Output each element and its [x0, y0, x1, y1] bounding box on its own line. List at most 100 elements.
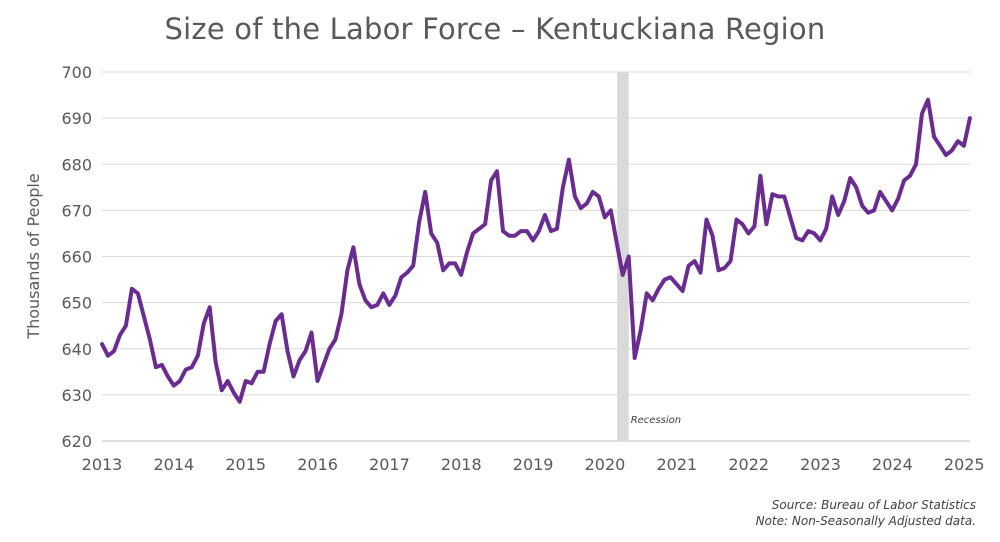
data-point	[698, 271, 703, 275]
data-point	[303, 349, 308, 353]
y-tick-label: 620	[61, 432, 92, 451]
y-tick-label: 640	[61, 340, 92, 359]
data-point	[728, 259, 733, 263]
data-point	[794, 236, 798, 240]
data-point	[615, 241, 619, 245]
x-tick-label: 2023	[800, 455, 841, 474]
data-point	[962, 144, 966, 148]
data-point	[202, 321, 206, 325]
data-point	[549, 229, 553, 233]
x-tick-label: 2013	[82, 455, 123, 474]
y-tick-label: 690	[61, 109, 92, 128]
data-point	[274, 319, 278, 323]
data-point	[429, 231, 433, 235]
data-point	[268, 342, 272, 346]
data-point	[944, 153, 948, 157]
data-point	[250, 381, 254, 385]
data-point	[214, 361, 218, 365]
data-point	[561, 185, 565, 189]
data-point	[657, 287, 661, 291]
x-tick-label: 2014	[153, 455, 194, 474]
data-point	[860, 204, 864, 208]
data-point	[872, 208, 876, 212]
data-point	[190, 365, 194, 369]
x-tick-label: 2021	[656, 455, 697, 474]
data-point	[369, 305, 373, 309]
data-point	[357, 282, 361, 286]
y-tick-label: 660	[61, 248, 92, 267]
data-point	[555, 227, 559, 231]
data-point	[291, 374, 296, 378]
data-point	[351, 245, 355, 249]
data-point	[902, 178, 906, 182]
data-point	[842, 199, 846, 203]
data-point	[315, 379, 320, 383]
data-point	[495, 169, 499, 173]
data-point	[196, 354, 200, 358]
data-point	[447, 261, 451, 265]
data-point	[663, 278, 667, 282]
data-point	[573, 194, 577, 199]
data-point	[675, 282, 679, 286]
data-point	[746, 231, 751, 235]
data-point	[806, 229, 810, 233]
data-point	[220, 388, 224, 392]
data-point	[651, 298, 655, 302]
labor-force-line	[100, 97, 972, 404]
data-point	[681, 289, 685, 293]
data-point	[226, 379, 230, 383]
data-point	[932, 135, 936, 139]
y-tick-label: 700	[61, 63, 92, 82]
data-point	[758, 174, 763, 178]
data-point	[866, 211, 870, 215]
data-point	[908, 174, 912, 178]
y-tick-label: 630	[61, 386, 92, 405]
data-point	[100, 342, 104, 346]
recession-band	[617, 72, 629, 441]
data-point	[327, 347, 331, 351]
data-point	[160, 363, 164, 367]
data-point	[800, 238, 804, 242]
data-point	[734, 218, 739, 222]
data-point	[333, 337, 337, 342]
data-point	[280, 312, 284, 316]
x-tick-label: 2016	[297, 455, 338, 474]
data-point	[507, 234, 511, 238]
data-point	[764, 222, 769, 226]
data-point	[208, 305, 212, 309]
recession-label: Recession	[631, 415, 681, 426]
data-point	[345, 268, 349, 272]
data-point	[465, 250, 469, 254]
data-point	[812, 231, 816, 235]
x-tick-label: 2015	[225, 455, 266, 474]
data-point	[124, 324, 128, 328]
data-point	[423, 190, 427, 194]
data-point	[609, 208, 613, 212]
x-tick-labels: 2013 2014 2015 2016 2017 2018 2019 2020 2021 2022…	[82, 455, 985, 474]
data-point	[722, 266, 727, 270]
data-point	[285, 349, 290, 353]
y-tick-label: 650	[61, 294, 92, 313]
y-tick-label: 680	[61, 155, 92, 174]
data-point	[585, 201, 589, 206]
data-point	[818, 238, 822, 242]
data-point	[884, 199, 888, 203]
data-point	[537, 229, 541, 233]
data-point	[154, 365, 158, 369]
data-point	[244, 379, 248, 383]
data-point	[178, 379, 182, 383]
data-point	[148, 337, 152, 342]
data-point	[776, 194, 781, 199]
data-point	[920, 111, 924, 116]
data-point	[543, 213, 547, 217]
data-point	[118, 333, 122, 337]
x-tick-label: 2022	[728, 455, 769, 474]
data-point	[417, 220, 421, 224]
data-point	[106, 354, 110, 358]
data-point	[477, 227, 481, 231]
data-point	[603, 215, 607, 219]
x-tick-label: 2017	[369, 455, 410, 474]
data-point	[710, 234, 715, 238]
data-point	[297, 358, 302, 362]
chart-notes: Source: Bureau of Labor Statistics Note:…	[756, 497, 976, 529]
